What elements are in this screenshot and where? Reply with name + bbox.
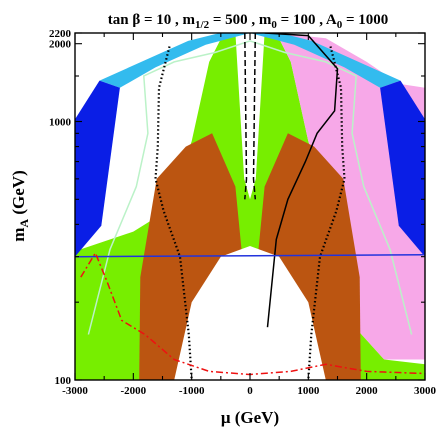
x-tick-label: 3000 <box>414 385 437 397</box>
x-axis-title: μ (GeV) <box>221 408 279 427</box>
region-4 <box>380 80 425 257</box>
contour-line-11 <box>264 33 339 328</box>
y-axis-title-rest: (GeV) <box>9 170 28 219</box>
chart-title-mid2: = 100 , A <box>277 12 337 28</box>
x-tick-label: 0 <box>247 385 253 397</box>
x-tick-label: 2000 <box>356 385 379 397</box>
x-tick-label: -2000 <box>120 385 146 397</box>
chart-title-sub2: 0 <box>271 19 277 31</box>
region-3 <box>75 80 120 257</box>
chart-title: tan β = 10 , m1/2 = 500 , m0 = 100 , A0 … <box>108 12 389 31</box>
y-tick-label: 100 <box>55 375 72 387</box>
chart-title-sub3: 0 <box>337 19 343 31</box>
contour-line-9 <box>154 46 193 380</box>
x-tick-label: -1000 <box>179 385 205 397</box>
contour-line-8 <box>87 40 413 335</box>
tick-labels-group: -3000 -2000 -1000 0 1000 2000 3000100100020002… <box>49 28 437 397</box>
y-tick-label: 2000 <box>49 39 72 51</box>
contour-line-14 <box>244 33 248 200</box>
contour-line-12 <box>75 254 425 258</box>
y-axis-title-main: m <box>9 228 28 242</box>
contour-line-13 <box>80 251 425 376</box>
contour-line-10 <box>307 46 346 380</box>
y-axis-title-sub: A <box>17 219 31 228</box>
contour-line-15 <box>252 33 257 200</box>
region-7 <box>174 246 326 380</box>
chart-title-mid: = 500 , m <box>209 12 272 28</box>
chart-title-end: = 1000 <box>342 12 388 28</box>
y-tick-label: 1000 <box>49 117 72 129</box>
regions-group <box>75 33 425 380</box>
y-axis-title: mA (GeV) <box>9 170 31 241</box>
chart-title-sub1: 1/2 <box>195 19 210 31</box>
chart-title-main: tan β = 10 , m <box>108 12 196 28</box>
region-2 <box>99 33 401 88</box>
x-tick-label: 1000 <box>297 385 320 397</box>
ticks-group <box>74 32 426 381</box>
lines-group <box>75 33 425 380</box>
y-tick-label: 2200 <box>49 28 72 40</box>
x-tick-label: -3000 <box>62 385 88 397</box>
